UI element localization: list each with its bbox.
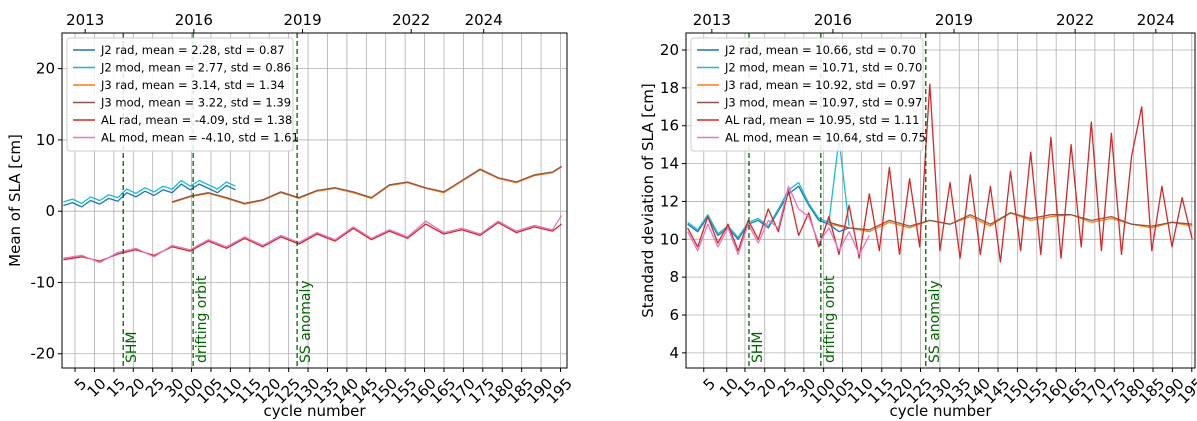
- y-tick-label: 10: [660, 230, 679, 248]
- legend: J2 rad, mean = 10.66, std = 0.70 J2 mod, …: [690, 37, 926, 152]
- series-line: [828, 212, 1193, 231]
- plot-area: [687, 83, 1193, 263]
- x2-tick-label: 2022: [392, 11, 430, 29]
- event-label: SS anomaly: [927, 280, 943, 363]
- event-label: SHM: [124, 332, 140, 364]
- x2-tick-label: 2016: [814, 11, 852, 29]
- x-axis-label: cycle number: [889, 402, 992, 420]
- y-tick-label: 16: [660, 117, 679, 135]
- y-tick-label: 10: [36, 131, 55, 149]
- x2-tick-label: 2019: [935, 11, 973, 29]
- legend-label: AL rad, mean = 10.95, std = 1.11: [725, 113, 919, 127]
- y-axis-label: Mean of SLA [cm]: [6, 134, 24, 267]
- y-axis-label: Standard deviation of SLA [cm]: [639, 83, 657, 318]
- x2-tick-label: 2022: [1056, 11, 1094, 29]
- x2-tick-label: 2016: [175, 11, 213, 29]
- y-tick-label: 4: [669, 344, 679, 362]
- y-tick-label: 20: [36, 60, 55, 78]
- y-tick-label: 20: [660, 41, 679, 59]
- legend-box: [690, 37, 924, 152]
- x2-tick-label: 2024: [1137, 11, 1175, 29]
- legend-label: AL mod, mean = 10.64, std = 0.75: [725, 131, 926, 145]
- y-tick-label: 0: [45, 202, 55, 220]
- x-axis-label: cycle number: [263, 402, 366, 420]
- x2-tick-label: 2019: [283, 11, 321, 29]
- legend-label: J3 rad, mean = 3.14, std = 1.34: [100, 78, 285, 92]
- y-tick-label: 6: [669, 306, 679, 324]
- legend-label: J2 rad, mean = 10.66, std = 0.70: [724, 43, 916, 57]
- series-line: [171, 165, 562, 205]
- legend-label: J2 mod, mean = 10.71, std = 0.70: [724, 61, 922, 75]
- series-line: [63, 179, 236, 205]
- series-line: [687, 185, 850, 240]
- series-line: [687, 185, 870, 256]
- plot-frame: [61, 32, 568, 369]
- event-label: drifting orbit: [822, 275, 838, 363]
- legend-label: J3 mod, mean = 10.97, std = 0.97: [724, 96, 922, 110]
- series-line: [171, 166, 562, 205]
- series-line: [63, 183, 236, 208]
- plot-frame: [685, 32, 1196, 369]
- y-tick-label: 14: [660, 155, 679, 173]
- series-line: [687, 83, 1193, 263]
- y-tick-label: 18: [660, 79, 679, 97]
- legend-label: J3 rad, mean = 10.92, std = 0.97: [724, 78, 916, 92]
- legend: J2 rad, mean = 2.28, std = 0.87 J2 mod, m…: [66, 37, 299, 152]
- y-tick-label: 8: [669, 268, 679, 286]
- y-tick-label: -10: [31, 273, 56, 291]
- legend-label: J3 mod, mean = 3.22, std = 1.39: [100, 96, 291, 110]
- y-tick-label: 12: [660, 192, 679, 210]
- x2-tick-label: 2013: [693, 11, 731, 29]
- legend-label: AL mod, mean = -4.10, std = 1.61: [101, 131, 299, 145]
- legend-label: J2 rad, mean = 2.28, std = 0.87: [100, 43, 285, 57]
- series-line: [63, 215, 563, 264]
- legend-label: AL rad, mean = -4.09, std = 1.38: [101, 113, 292, 127]
- event-label: SS anomaly: [298, 280, 314, 363]
- y-tick-label: -20: [31, 345, 56, 363]
- event-label: SHM: [750, 332, 766, 364]
- series-line: [687, 138, 850, 239]
- x2-tick-label: 2013: [66, 11, 104, 29]
- legend-label: J2 mod, mean = 2.77, std = 0.86: [100, 61, 291, 75]
- x2-tick-label: 2024: [465, 11, 503, 29]
- legend-box: [66, 37, 294, 152]
- event-label: drifting orbit: [194, 275, 210, 363]
- plot-area: [63, 165, 563, 264]
- subplot: 4681012141618205101520253010010511011512…: [639, 11, 1197, 420]
